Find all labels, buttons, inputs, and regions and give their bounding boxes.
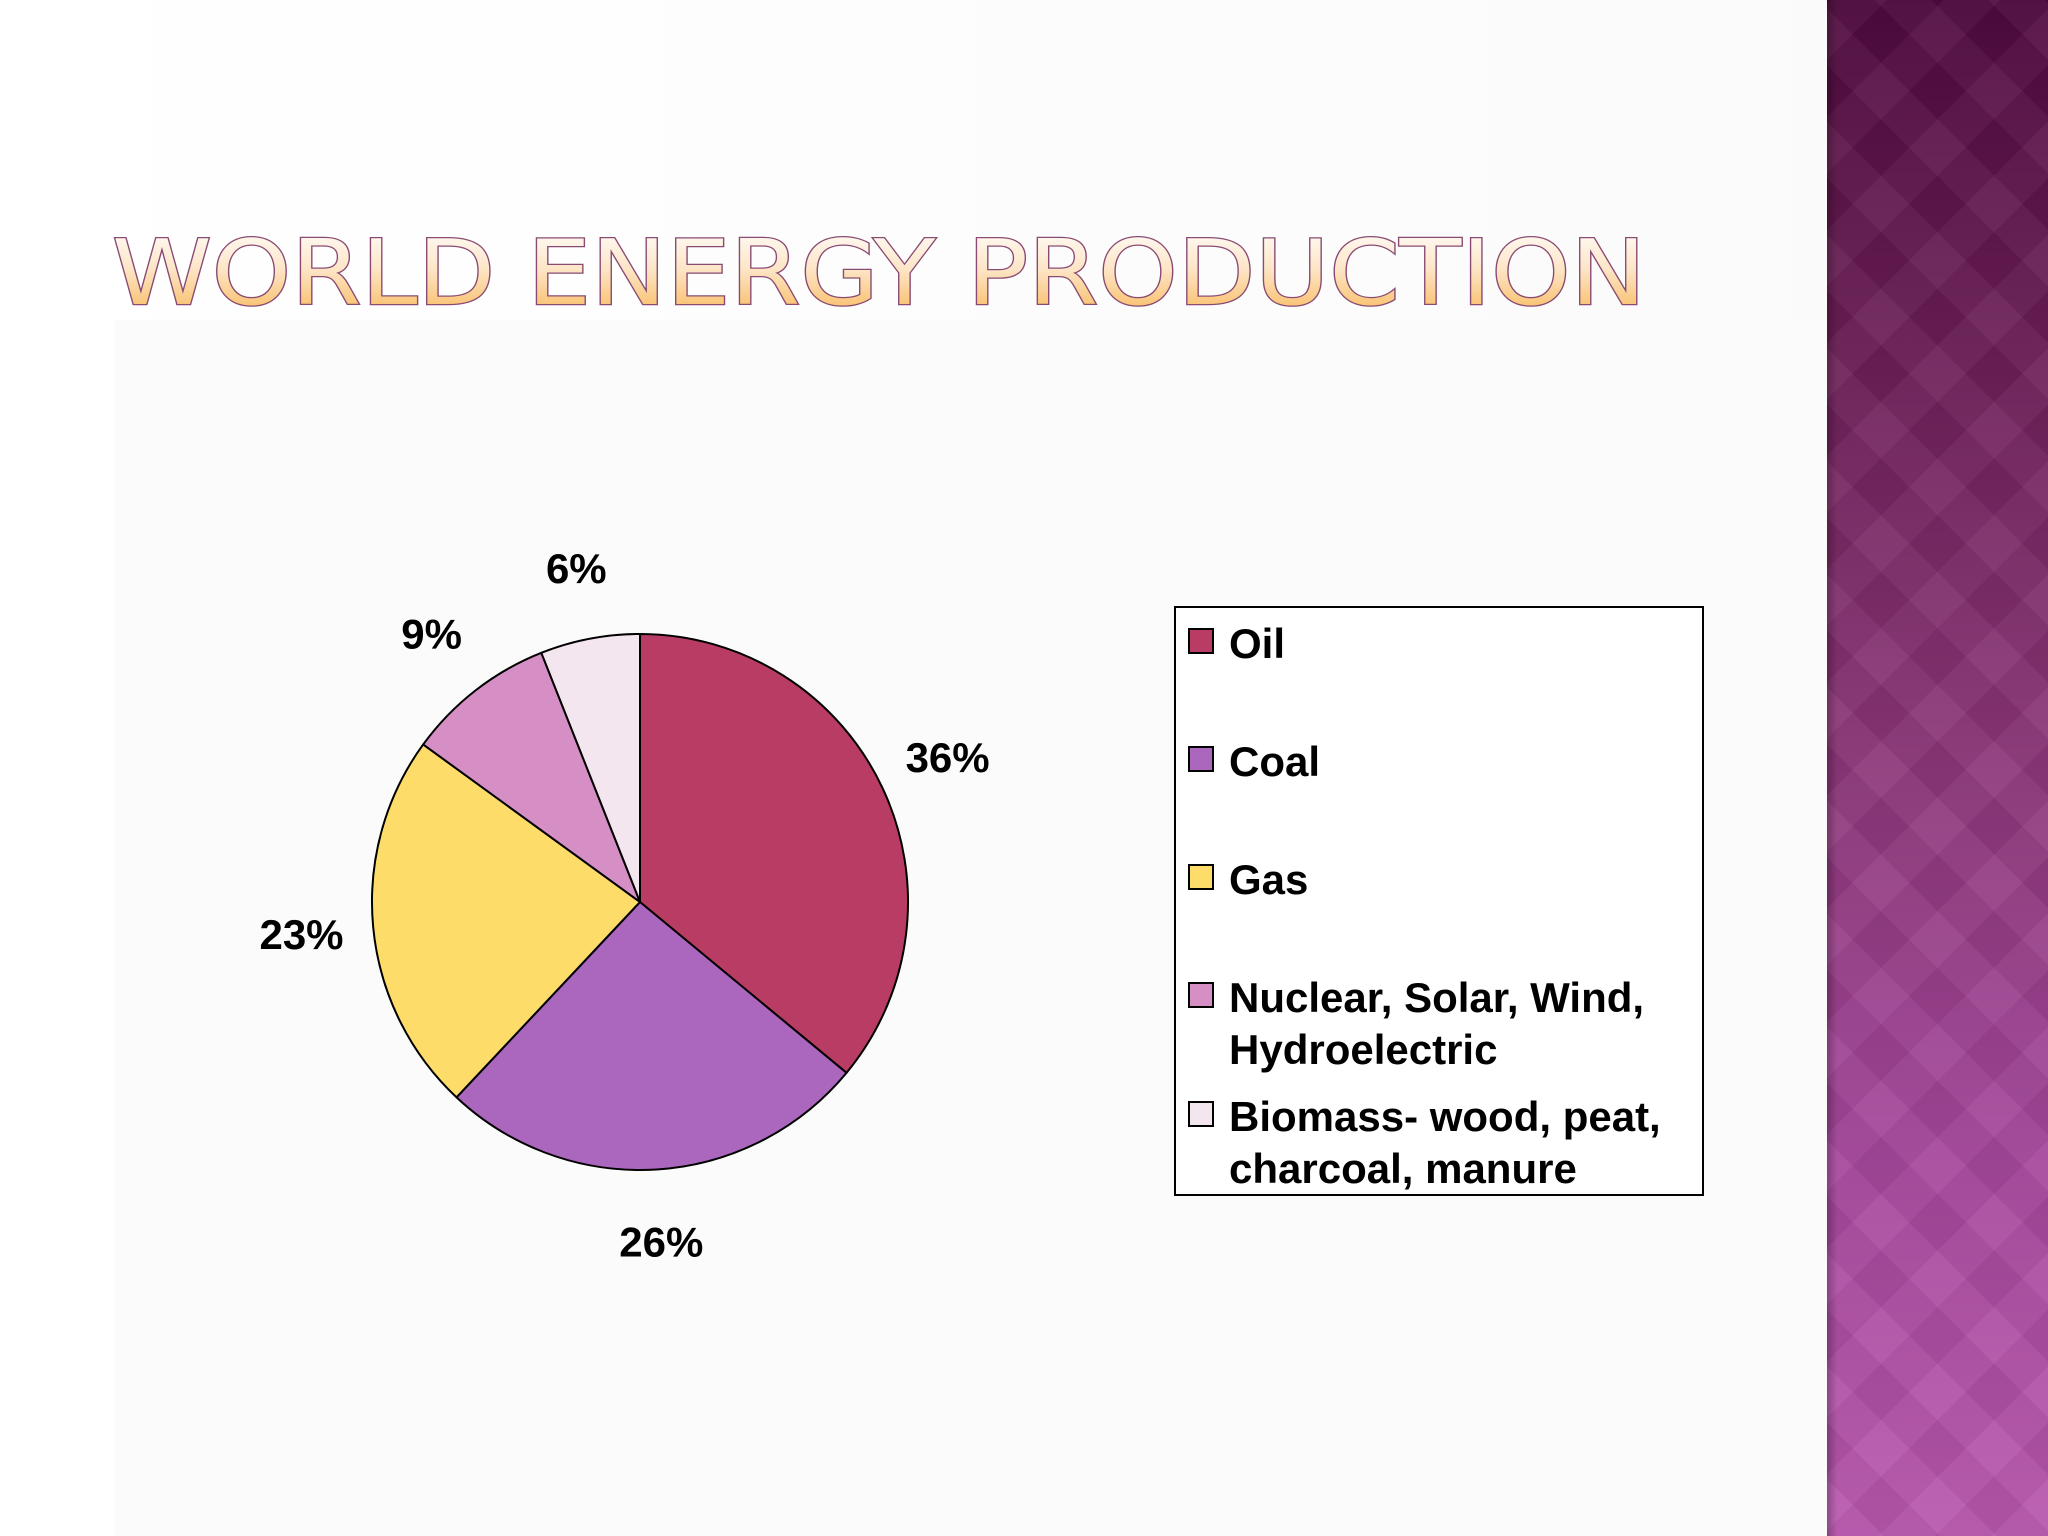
legend-swatch [1188, 628, 1214, 654]
data-label-coal: 26% [619, 1218, 703, 1265]
data-label-biomass: 6% [546, 545, 607, 592]
legend-item-oil: Oil [1188, 618, 1699, 670]
side-decor-band [1827, 0, 2048, 1536]
legend-label: Oil [1229, 620, 1286, 667]
legend-swatch [1188, 864, 1214, 890]
legend-label: Nuclear, Solar, Wind, Hydroelectric [1229, 974, 1645, 1073]
data-label-oil: 36% [906, 734, 990, 781]
legend-swatch [1188, 1101, 1214, 1127]
slide-title: WORLD ENERGY PRODUCTION [112, 221, 1646, 326]
pie-slice-biomass [540, 633, 641, 903]
data-label-nuclear-solar-wind-hydro: 9% [401, 610, 462, 657]
legend-label: Gas [1229, 856, 1309, 903]
legend-item-nuclear-solar-wind-hydro: Nuclear, Solar, Wind, Hydroelectric [1188, 972, 1699, 1076]
pie-slice-coal [455, 901, 848, 1171]
legend-item-biomass: Biomass- wood, peat, charcoal, manure [1188, 1091, 1699, 1195]
chart-legend: Oil Coal Gas Nuclear, Solar, Wind, Hydroele… [1174, 606, 1704, 1196]
pie-slice-oil [639, 633, 909, 1074]
legend-item-coal: Coal [1188, 736, 1699, 788]
legend-label: Biomass- wood, peat, charcoal, manure [1229, 1093, 1661, 1192]
title-container: WORLD ENERGY PRODUCTION [111, 220, 1647, 328]
pie-slice-gas [371, 743, 641, 1099]
legend-swatch [1188, 746, 1214, 772]
legend-swatch [1188, 982, 1214, 1008]
legend-label: Coal [1229, 738, 1321, 785]
legend-item-gas: Gas [1188, 854, 1699, 906]
data-label-gas: 23% [259, 911, 343, 958]
pie-slice-nuclear-solar-wind-hydro [422, 651, 641, 903]
